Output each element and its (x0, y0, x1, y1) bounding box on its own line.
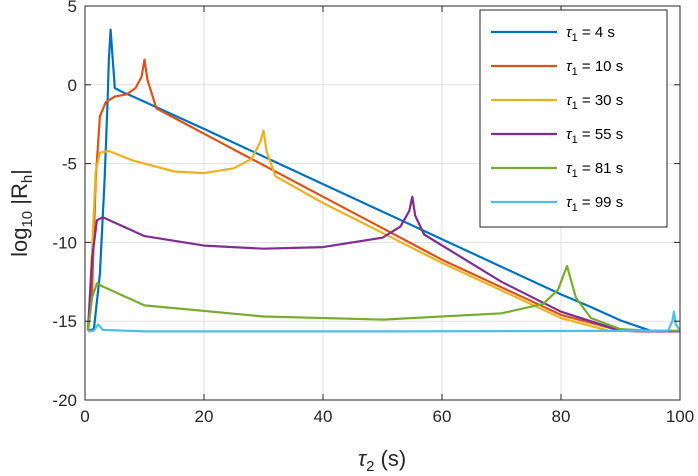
y-tick-label: -5 (62, 155, 77, 174)
x-tick-label: 20 (195, 407, 214, 426)
x-tick-label: 40 (314, 407, 333, 426)
series-lines (86, 28, 681, 333)
y-axis-label: log10 |Rh| (7, 169, 36, 257)
x-tick-label: 0 (80, 407, 89, 426)
series-line-tau1-4 (87, 28, 680, 333)
y-tick-label: -10 (52, 233, 77, 252)
legend-entry: τ1 = 4 s (566, 24, 615, 44)
y-tick-label: -15 (52, 312, 77, 331)
y-tick-label: -20 (52, 391, 77, 410)
legend-entry: τ1 = 99 s (566, 194, 623, 214)
x-tick-label: 100 (666, 407, 694, 426)
legend-box (479, 9, 668, 228)
series-line-tau1-55 (86, 195, 680, 333)
x-axis-label: τ2 (s) (358, 446, 406, 475)
series-line-tau1-81 (86, 264, 680, 332)
legend-entry: τ1 = 55 s (566, 126, 623, 146)
x-tick-label: 60 (433, 407, 452, 426)
series-line-tau1-30 (86, 129, 681, 333)
legend: τ1 = 4 s τ1 = 10 s τ1 = 30 s τ1 = 55 s τ1 = … (479, 9, 668, 228)
axis-ticks: 0 20 40 60 80 100 5 0 -5 -10 -15 -20 (52, 0, 694, 426)
plot-frame (84, 5, 681, 401)
legend-entry: τ1 = 81 s (566, 160, 623, 180)
y-tick-label: 5 (68, 0, 77, 16)
series-line-tau1-10 (86, 58, 680, 333)
axes-box (84, 5, 681, 401)
y-tick-label: 0 (68, 76, 77, 95)
legend-entry: τ1 = 30 s (566, 92, 623, 112)
x-tick-label: 80 (552, 407, 571, 426)
legend-entry: τ1 = 10 s (566, 58, 623, 78)
series-line-tau1-99 (87, 310, 681, 333)
